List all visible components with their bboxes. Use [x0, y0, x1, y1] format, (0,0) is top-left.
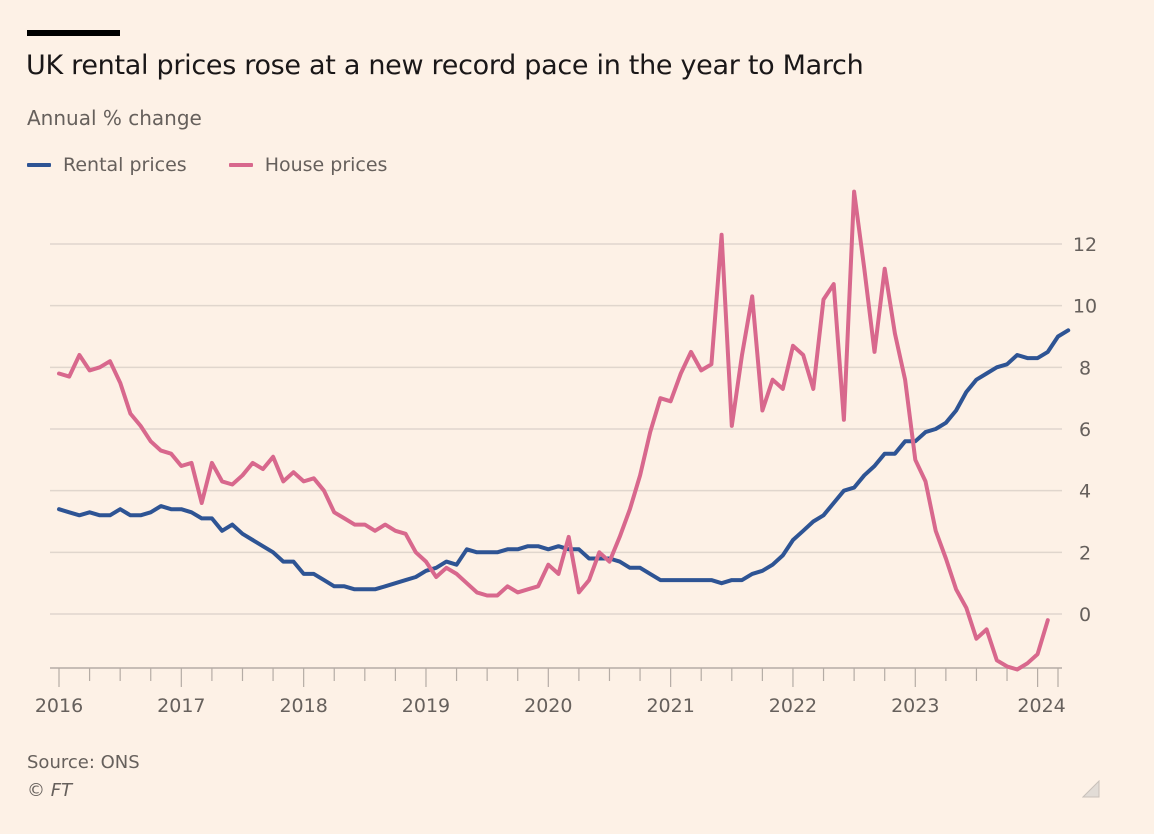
x-tick-label-2022: 2022 [769, 695, 817, 717]
copyright-note: © FT [27, 780, 73, 801]
y-tick-label-12: 12 [1073, 234, 1097, 256]
x-tick-label-2019: 2019 [402, 695, 450, 717]
source-note: Source: ONS [27, 752, 140, 773]
ft-brand-bar [27, 30, 120, 36]
legend-label-rental-prices: Rental prices [63, 154, 187, 176]
x-tick-label-2023: 2023 [891, 695, 939, 717]
y-tick-label-2: 2 [1079, 542, 1091, 564]
legend-label-house-prices: House prices [264, 154, 388, 176]
series-line-rental-prices [57, 328, 1071, 592]
y-tick-label-8: 8 [1079, 357, 1091, 379]
resize-grip-icon[interactable] [1082, 780, 1100, 798]
y-tick-label-0: 0 [1079, 604, 1091, 626]
y-tick-label-10: 10 [1073, 296, 1097, 318]
chart-title: UK rental prices rose at a new record pa… [26, 50, 864, 81]
y-tick-label-4: 4 [1079, 481, 1091, 503]
y-tick-label-6: 6 [1079, 419, 1091, 441]
x-tick-label-2016: 2016 [35, 695, 83, 717]
x-tick-label-2017: 2017 [157, 695, 205, 717]
legend-swatch-rental-prices [27, 163, 51, 167]
legend: Rental prices House prices [27, 154, 429, 176]
x-tick-label-2021: 2021 [646, 695, 694, 717]
x-tick-label-2018: 2018 [279, 695, 327, 717]
x-tick-label-2024: 2024 [1017, 695, 1065, 717]
chart-subtitle: Annual % change [27, 106, 202, 130]
x-tick-label-2020: 2020 [524, 695, 572, 717]
legend-item-rental-prices: Rental prices [27, 154, 187, 176]
legend-item-house-prices: House prices [228, 154, 388, 176]
legend-swatch-house-prices [228, 163, 253, 167]
series-line-house-prices [57, 189, 1050, 672]
